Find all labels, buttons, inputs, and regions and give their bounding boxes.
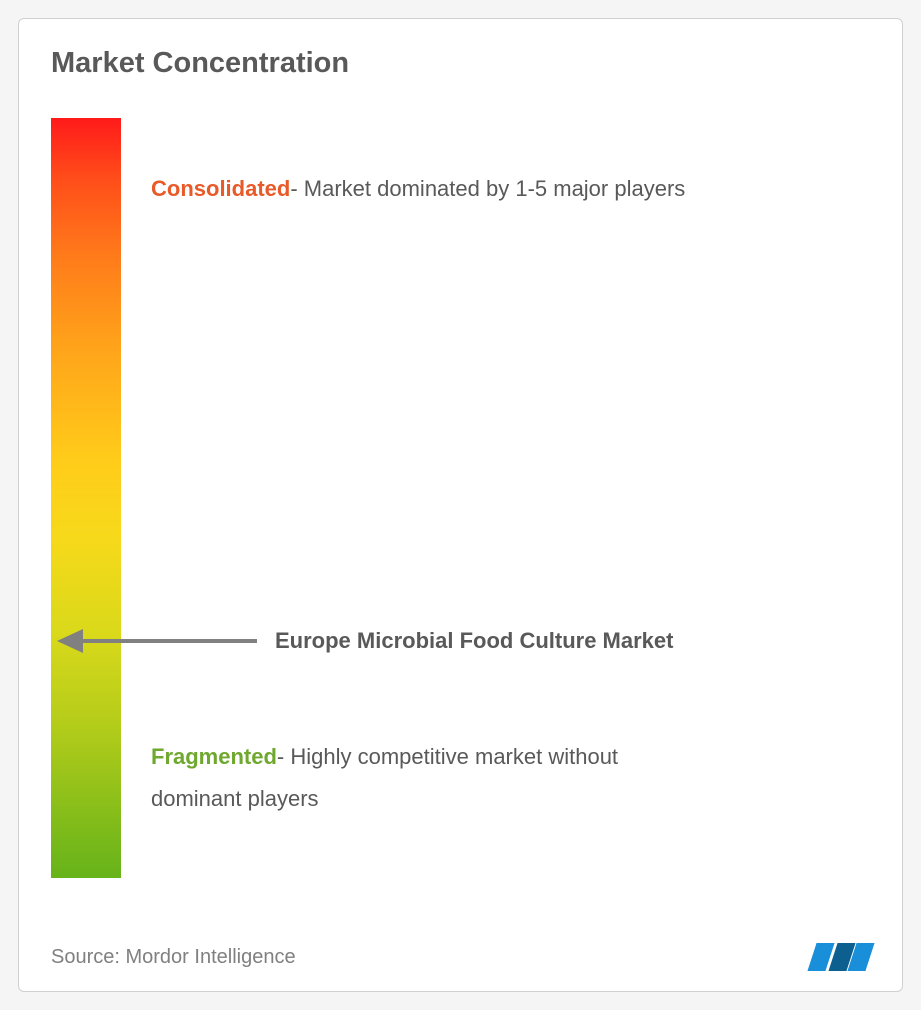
labels-area: Consolidated- Market dominated by 1-5 ma…	[151, 118, 870, 878]
chart-title: Market Concentration	[51, 47, 870, 80]
infographic-card: Market Concentration Consolidated- Marke…	[18, 18, 903, 992]
market-pointer: Europe Microbial Food Culture Market	[51, 624, 673, 658]
fragmented-label: Fragmented	[151, 744, 277, 769]
market-label: Europe Microbial Food Culture Market	[275, 628, 673, 654]
fragmented-row: Fragmented- Highly competitive market wi…	[151, 736, 830, 820]
consolidated-row: Consolidated- Market dominated by 1-5 ma…	[151, 172, 685, 205]
fragmented-description-2: dominant players	[151, 786, 319, 811]
arrow-left-icon	[51, 624, 261, 658]
content-area: Consolidated- Market dominated by 1-5 ma…	[51, 118, 870, 878]
fragmented-description-1: - Highly competitive market without	[277, 744, 618, 769]
consolidated-description: - Market dominated by 1-5 major players	[290, 176, 685, 201]
source-text: Source: Mordor Intelligence	[51, 946, 296, 969]
brand-logo	[812, 943, 870, 971]
footer: Source: Mordor Intelligence	[51, 943, 870, 971]
concentration-gradient-bar	[51, 118, 121, 878]
consolidated-label: Consolidated	[151, 176, 290, 201]
